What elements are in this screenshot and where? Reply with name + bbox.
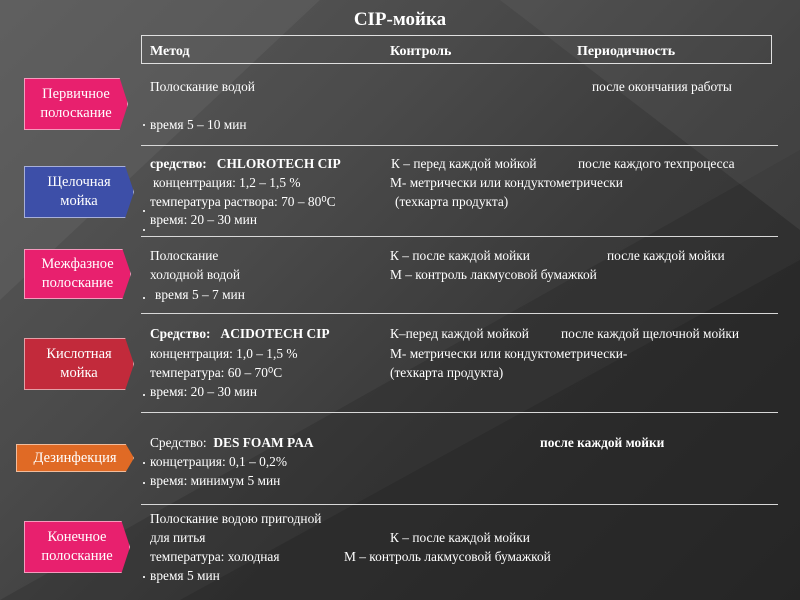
acid-agent: Средство: ACIDOTECH CIP [150,325,330,344]
label-disinfection: Дезинфекция [16,444,134,472]
slide-title: CIP-мойка [353,9,447,30]
interphase-control-1: К – после каждой мойки [390,248,530,263]
label-alkaline-line1: Щелочная [47,174,111,190]
alkaline-temperature: температура раствора: 70 – 80⁰С [150,194,336,209]
alkaline-period: после каждого техпроцесса [578,156,735,171]
label-primary-line2: полоскание [40,105,112,121]
alkaline-agent: средство: CHLOROTECH CIP [150,155,341,174]
row-separator [141,504,778,505]
bullet-dot [143,297,145,299]
bullet-dot [143,394,145,396]
table-header: Метод Контроль Периодичность [141,35,772,64]
disinfection-time: время: минимум 5 мин [150,473,281,488]
row-separator [141,236,778,237]
final-control-2: М – контроль лакмусовой бумажкой [344,549,551,564]
acid-period: после каждой щелочной мойки [561,326,740,341]
disinfection-agent-label: Средство: [150,435,207,450]
acid-control-2: М- метрически или кондуктометрически- [390,346,628,361]
final-time: время 5 мин [150,568,220,583]
alkaline-agent-label: средство: [150,156,207,171]
row-separator [141,412,778,413]
acid-agent-name: ACIDOTECH CIP [220,326,330,341]
label-interphase-line2: полоскание [41,275,114,291]
alkaline-control-3: (техкарта продукта) [395,194,509,209]
label-final-rinse: Конечное полоскание [24,521,130,573]
bullet-dot [143,462,145,464]
label-acid-wash: Кислотная мойка [24,338,134,390]
final-temperature: температура: холодная [150,549,280,564]
interphase-period: после каждой мойки [607,248,725,263]
acid-agent-label: Средство: [150,326,211,341]
label-alkaline-wash: Щелочная мойка [24,166,134,218]
acid-concentration: концентрация: 1,0 – 1,5 % [150,346,298,361]
label-acid-line1: Кислотная [46,346,112,362]
row-separator [141,145,778,146]
label-final-line1: Конечное [47,529,107,545]
bullet-dot [143,229,145,231]
label-disinfection-text: Дезинфекция [33,449,117,466]
row-separator [141,313,778,314]
primary-method: Полоскание водой [150,79,255,94]
final-method-1: Полоскание водою пригодной [150,511,322,526]
label-acid-line2: мойка [60,365,98,381]
final-control-1: К – после каждой мойки [390,530,530,545]
bullet-dot [143,124,145,126]
final-method-2: для питья [150,530,206,545]
disinfection-agent-name: DES FOAM PAA [213,435,314,450]
label-interphase-line1: Межфазное [41,256,114,272]
primary-period: после окончания работы [592,79,732,94]
acid-temperature: температура: 60 – 70⁰С [150,365,283,380]
header-control: Контроль [390,44,452,59]
label-interphase-rinse: Межфазное полоскание [24,249,131,299]
interphase-method-2: холодной водой [150,267,241,282]
alkaline-concentration: концентрация: 1,2 – 1,5 % [153,175,301,190]
interphase-method-1: Полоскание [150,248,219,263]
label-primary-line1: Первичное [42,86,110,102]
label-primary-rinse: Первичное полоскание [24,78,128,130]
acid-control-1: К–перед каждой мойкой [390,326,529,341]
bullet-dot [143,576,145,578]
header-periodicity: Периодичность [577,44,676,59]
alkaline-time: время: 20 – 30 мин [150,212,257,227]
bullet-dot [143,210,145,212]
alkaline-control-1: К – перед каждой мойкой [391,156,537,171]
interphase-time: время 5 – 7 мин [155,287,245,302]
label-alkaline-line2: мойка [60,193,98,209]
disinfection-period: после каждой мойки [540,435,665,450]
disinfection-agent: Средство: DES FOAM PAA [150,434,314,453]
header-method: Метод [150,44,190,59]
interphase-control-2: М – контроль лакмусовой бумажкой [390,267,597,282]
label-final-line2: полоскание [41,548,113,564]
bullet-dot [143,482,145,484]
alkaline-control-2: М- метрически или кондуктометрически [390,175,623,190]
disinfection-concentration: концетрация: 0,1 – 0,2% [150,454,288,469]
acid-control-3: (техкарта продукта) [390,365,504,380]
acid-time: время: 20 – 30 мин [150,384,257,399]
primary-time: время 5 – 10 мин [150,117,247,132]
alkaline-agent-name: CHLOROTECH CIP [216,156,341,171]
